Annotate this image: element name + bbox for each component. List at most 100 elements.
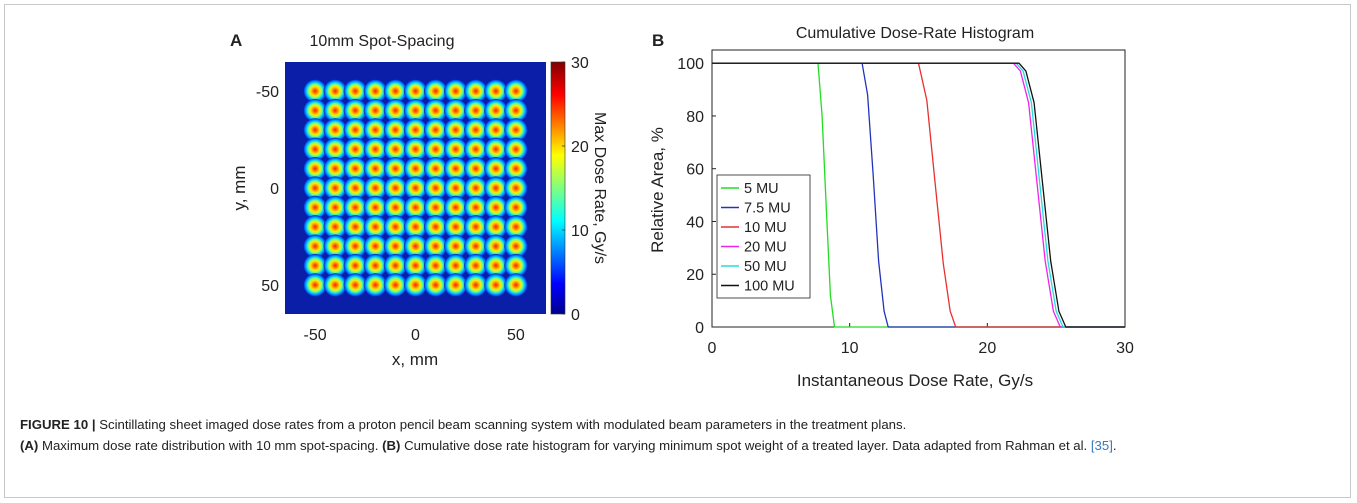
line-chart-ticks: 0 10 20 30 0 20 40 60 80 100 xyxy=(677,56,1134,357)
colorbar-ticks: 0 10 20 30 xyxy=(562,55,589,324)
y-tick-label: 0 xyxy=(695,320,704,337)
heatmap-spot xyxy=(504,215,528,239)
heatmap-spot xyxy=(343,137,367,161)
heatmap-spot xyxy=(444,137,468,161)
heatmap-spot xyxy=(303,118,327,142)
y-tick-label: 100 xyxy=(677,56,704,73)
heatmap-spot xyxy=(423,215,448,239)
series-line xyxy=(712,62,1125,328)
heatmap-spot xyxy=(423,118,448,142)
heatmap-spot xyxy=(423,234,448,258)
heatmap-spot xyxy=(484,176,508,200)
heatmap-spot xyxy=(383,118,408,142)
heatmap-spot xyxy=(383,253,408,278)
heatmap-spot xyxy=(343,176,367,200)
legend-entry-label: 100 MU xyxy=(744,279,795,295)
caption-end: . xyxy=(1112,438,1117,453)
heatmap-spot xyxy=(343,79,367,103)
caption-reference-link[interactable]: [35] xyxy=(1090,438,1113,453)
panel-b-xlabel: Instantaneous Dose Rate, Gy/s xyxy=(797,371,1033,390)
heatmap-spot xyxy=(504,195,528,220)
y-tick-label: 60 xyxy=(686,162,704,179)
heatmap-spot xyxy=(403,137,428,161)
caption-line-1-text: Scintillating sheet imaged dose rates fr… xyxy=(99,417,907,432)
x-tick-label: 20 xyxy=(978,340,996,357)
heatmap-spot xyxy=(343,215,367,239)
heatmap-spot xyxy=(484,253,508,278)
heatmap-spot xyxy=(423,79,448,103)
caption-figure-label: FIGURE 10 | xyxy=(20,417,96,432)
heatmap-spot xyxy=(484,234,508,258)
heatmap-spot xyxy=(484,273,508,297)
legend: 5 MU 7.5 MU 10 MU 20 MU 50 MU 100 MU xyxy=(716,174,811,299)
series-line xyxy=(712,62,1125,328)
panel-a-title: 10mm Spot-Spacing xyxy=(310,33,455,50)
legend-entry-label: 5 MU xyxy=(744,181,779,197)
heatmap-spot xyxy=(403,79,428,103)
heatmap-spot xyxy=(323,253,347,278)
x-tick-label: 0 xyxy=(708,340,717,357)
heatmap-spot xyxy=(323,118,347,142)
heatmap-spot xyxy=(383,215,408,239)
x-tick-label: 50 xyxy=(507,327,525,344)
heatmap-spot xyxy=(423,195,448,220)
heatmap-spot xyxy=(383,98,408,123)
heatmap-spot xyxy=(403,234,428,258)
heatmap-spot xyxy=(504,137,528,161)
panel-b-title: Cumulative Dose-Rate Histogram xyxy=(796,25,1034,42)
heatmap-spot xyxy=(423,176,448,200)
caption-b-text: Cumulative dose rate histogram for varyi… xyxy=(404,438,1088,453)
heatmap-spot xyxy=(303,156,327,181)
heatmap-spot xyxy=(303,273,327,297)
x-tick-label: -50 xyxy=(304,327,327,344)
heatmap-spot xyxy=(403,176,428,200)
heatmap-spot xyxy=(323,79,347,103)
heatmap-spot xyxy=(504,118,528,142)
heatmap-spot xyxy=(484,118,508,142)
heatmap-spot xyxy=(444,234,468,258)
heatmap-spot xyxy=(504,79,528,103)
heatmap-spot xyxy=(444,253,468,278)
heatmap-spot xyxy=(403,195,428,220)
figure-frame xyxy=(4,4,1351,498)
heatmap-spot xyxy=(504,253,528,278)
heatmap-spot xyxy=(464,79,488,103)
figure-caption: FIGURE 10 | Scintillating sheet imaged d… xyxy=(20,414,1340,456)
caption-b-label: (B) xyxy=(382,438,401,453)
heatmap-spot xyxy=(363,156,387,181)
panel-a-letter: A xyxy=(230,31,242,50)
heatmap-spot xyxy=(303,176,327,200)
colorbar-tick-label: 10 xyxy=(571,223,589,240)
heatmap-spot xyxy=(343,118,367,142)
heatmap-spot xyxy=(383,79,408,103)
heatmap-spot xyxy=(444,156,468,181)
heatmap-spot xyxy=(504,176,528,200)
colorbar-tick-label: 0 xyxy=(571,307,580,324)
legend-entry-label: 10 MU xyxy=(744,220,787,236)
heatmap-spot xyxy=(303,253,327,278)
heatmap-spot xyxy=(343,273,367,297)
heatmap-spot xyxy=(363,215,387,239)
heatmap-spot xyxy=(323,98,347,123)
colorbar-label: Max Dose Rate, Gy/s xyxy=(591,112,608,264)
heatmap-spot xyxy=(403,273,428,297)
heatmap-spots xyxy=(303,79,528,297)
heatmap-spot xyxy=(323,156,347,181)
heatmap-spot xyxy=(464,176,488,200)
heatmap-spot xyxy=(484,195,508,220)
heatmap-spot xyxy=(303,195,327,220)
heatmap-spot xyxy=(403,253,428,278)
heatmap-spot xyxy=(484,215,508,239)
legend-box xyxy=(716,174,811,299)
line-chart-series xyxy=(712,62,1125,328)
heatmap-spot xyxy=(423,98,448,123)
series-line xyxy=(712,62,1125,328)
caption-line-1: FIGURE 10 | Scintillating sheet imaged d… xyxy=(20,414,1340,435)
heatmap-spot xyxy=(323,273,347,297)
heatmap-spot xyxy=(423,156,448,181)
heatmap-spot xyxy=(363,137,387,161)
heatmap-spot xyxy=(504,234,528,258)
heatmap-spot xyxy=(464,156,488,181)
heatmap-spot xyxy=(464,118,488,142)
